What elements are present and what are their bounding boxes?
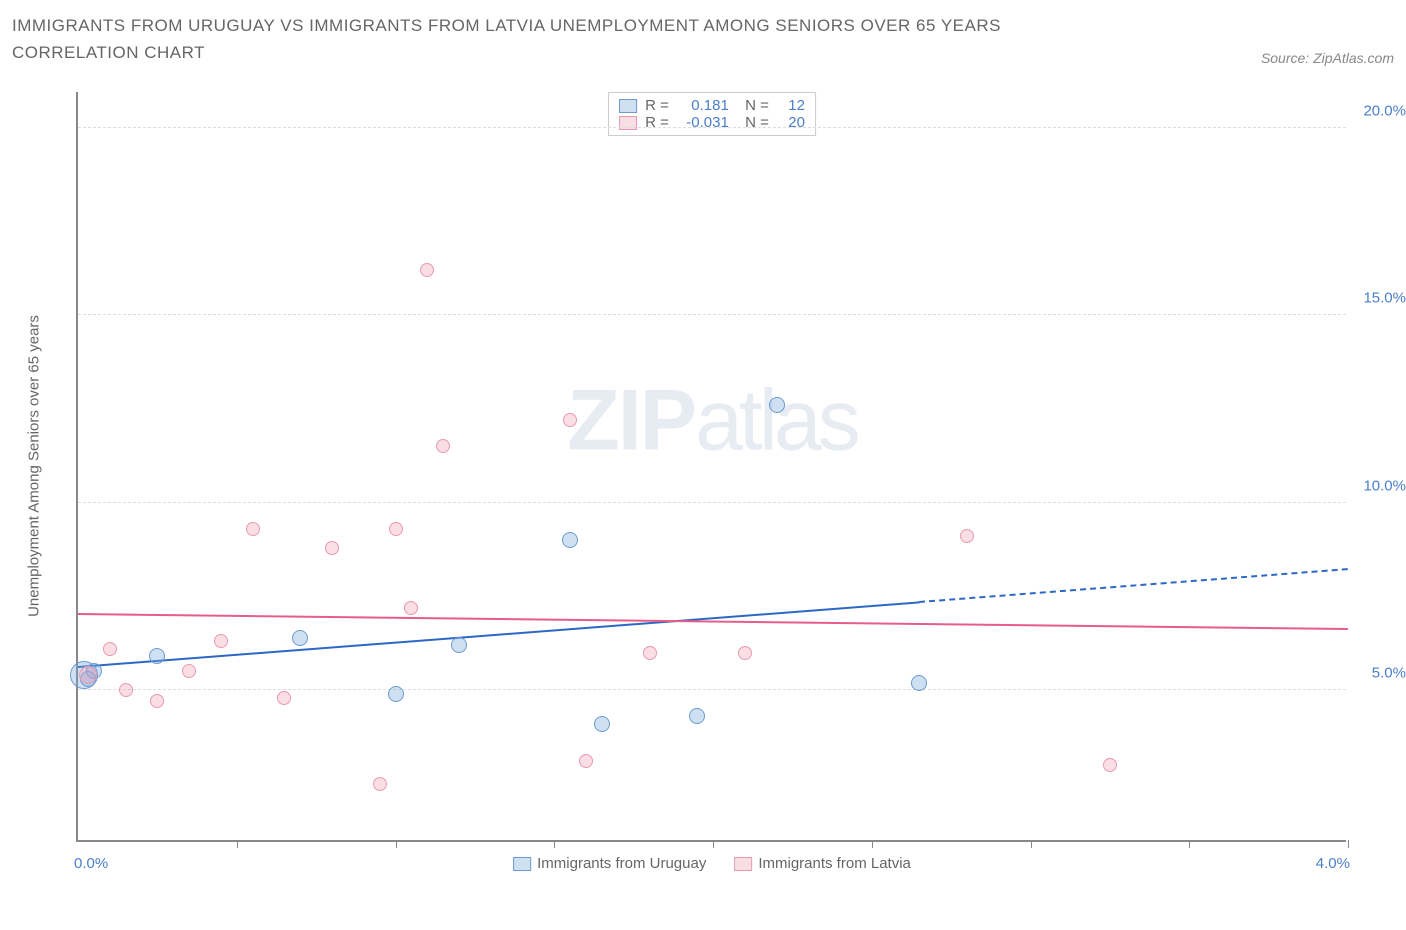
y-tick-label: 5.0% — [1372, 665, 1406, 682]
data-point — [149, 648, 165, 664]
data-point — [79, 666, 97, 684]
stat-n-value: 20 — [777, 114, 805, 131]
legend-item: Immigrants from Latvia — [734, 855, 911, 872]
data-point — [404, 601, 418, 615]
stat-n-value: 12 — [777, 97, 805, 114]
x-tick — [237, 840, 238, 848]
plot-area: ZIPatlas Unemployment Among Seniors over… — [76, 92, 1346, 842]
x-axis-min-label: 0.0% — [74, 855, 108, 872]
source-label: Source: ZipAtlas.com — [1261, 50, 1394, 66]
data-point — [451, 637, 467, 653]
data-point — [960, 529, 974, 543]
legend-swatch — [513, 857, 531, 871]
data-point — [1103, 758, 1117, 772]
data-point — [689, 708, 705, 724]
x-tick — [713, 840, 714, 848]
stat-r-label: R = — [645, 114, 669, 131]
legend-swatch — [734, 857, 752, 871]
legend-item: Immigrants from Uruguay — [513, 855, 706, 872]
data-point — [214, 634, 228, 648]
data-point — [325, 541, 339, 555]
x-tick — [396, 840, 397, 848]
trend-line — [78, 601, 920, 668]
data-point — [182, 664, 196, 678]
x-tick — [554, 840, 555, 848]
legend-swatch — [619, 99, 637, 113]
chart-title: IMMIGRANTS FROM URUGUAY VS IMMIGRANTS FR… — [12, 12, 1112, 66]
stats-legend-row: R = 0.181 N = 12 — [619, 97, 805, 114]
data-point — [911, 675, 927, 691]
data-point — [150, 694, 164, 708]
bottom-legend: Immigrants from Uruguay Immigrants from L… — [513, 855, 911, 872]
data-point — [103, 642, 117, 656]
stat-r-value: 0.181 — [677, 97, 729, 114]
data-point — [388, 686, 404, 702]
stat-r-value: -0.031 — [677, 114, 729, 131]
data-point — [119, 683, 133, 697]
y-tick-label: 15.0% — [1363, 290, 1406, 307]
y-tick-label: 20.0% — [1363, 102, 1406, 119]
stat-n-label: N = — [737, 114, 769, 131]
trend-line-dashed — [919, 568, 1348, 603]
data-point — [562, 532, 578, 548]
data-point — [738, 646, 752, 660]
x-tick — [1031, 840, 1032, 848]
chart-container: IMMIGRANTS FROM URUGUAY VS IMMIGRANTS FR… — [12, 12, 1394, 918]
gridline — [78, 689, 1346, 690]
gridline — [78, 502, 1346, 503]
x-tick — [872, 840, 873, 848]
gridline — [78, 314, 1346, 315]
stat-n-label: N = — [737, 97, 769, 114]
trend-line — [78, 613, 1348, 630]
data-point — [579, 754, 593, 768]
data-point — [769, 397, 785, 413]
data-point — [420, 263, 434, 277]
data-point — [594, 716, 610, 732]
watermark: ZIPatlas — [567, 372, 856, 471]
stats-legend-row: R = -0.031 N = 20 — [619, 114, 805, 131]
x-axis-max-label: 4.0% — [1316, 855, 1350, 872]
gridline — [78, 127, 1346, 128]
data-point — [373, 777, 387, 791]
data-point — [277, 691, 291, 705]
y-tick-label: 10.0% — [1363, 477, 1406, 494]
data-point — [292, 630, 308, 646]
stat-r-label: R = — [645, 97, 669, 114]
watermark-light: atlas — [695, 373, 857, 469]
data-point — [563, 413, 577, 427]
title-row: IMMIGRANTS FROM URUGUAY VS IMMIGRANTS FR… — [12, 12, 1394, 66]
data-point — [643, 646, 657, 660]
data-point — [436, 439, 450, 453]
data-point — [389, 522, 403, 536]
watermark-bold: ZIP — [567, 373, 695, 469]
x-tick — [1348, 840, 1349, 848]
data-point — [246, 522, 260, 536]
x-tick — [1189, 840, 1190, 848]
legend-label: Immigrants from Uruguay — [537, 855, 706, 872]
y-axis-title: Unemployment Among Seniors over 65 years — [26, 315, 43, 617]
stats-legend: R = 0.181 N = 12 R = -0.031 N = 20 — [608, 92, 816, 136]
legend-label: Immigrants from Latvia — [758, 855, 911, 872]
